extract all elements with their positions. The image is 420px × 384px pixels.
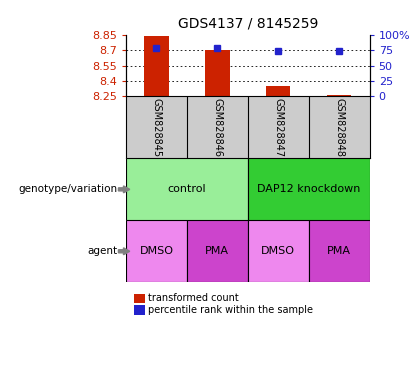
Bar: [327, 95, 352, 96]
Bar: [187, 220, 248, 282]
Text: GSM828847: GSM828847: [273, 98, 283, 157]
Bar: [248, 220, 309, 282]
Text: control: control: [168, 184, 206, 194]
Text: GSM828845: GSM828845: [152, 98, 161, 157]
Text: genotype/variation: genotype/variation: [18, 184, 118, 194]
Text: agent: agent: [87, 246, 118, 256]
Text: transformed count: transformed count: [148, 293, 239, 303]
Text: percentile rank within the sample: percentile rank within the sample: [148, 305, 313, 315]
Text: DAP12 knockdown: DAP12 knockdown: [257, 184, 360, 194]
Bar: [266, 86, 291, 96]
Bar: [126, 158, 248, 220]
Bar: [144, 36, 169, 96]
Title: GDS4137 / 8145259: GDS4137 / 8145259: [178, 17, 318, 31]
Bar: [126, 220, 187, 282]
Bar: [309, 220, 370, 282]
Text: GSM828846: GSM828846: [213, 98, 222, 157]
Text: DMSO: DMSO: [261, 246, 295, 256]
Text: PMA: PMA: [327, 246, 351, 256]
Text: GSM828848: GSM828848: [334, 98, 344, 157]
Bar: [248, 158, 370, 220]
Text: DMSO: DMSO: [139, 246, 173, 256]
Text: PMA: PMA: [205, 246, 229, 256]
Bar: [205, 50, 230, 96]
